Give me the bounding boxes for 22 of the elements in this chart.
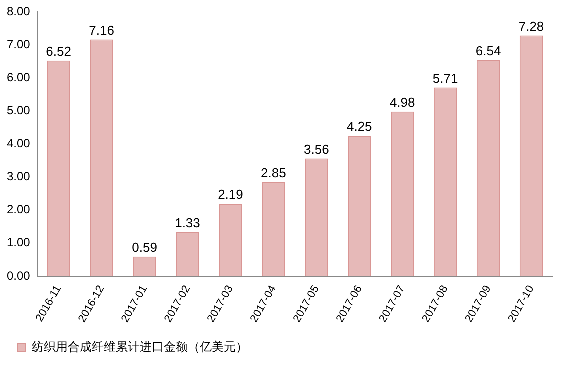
data-label: 5.71 (432, 70, 458, 86)
y-tick-label: 5.00 (6, 103, 31, 118)
data-label: 7.16 (89, 22, 114, 38)
data-label: 3.56 (304, 142, 330, 157)
y-tick-label: 0.00 (6, 268, 31, 283)
data-label: 6.52 (46, 44, 72, 59)
y-tick-label: 3.00 (6, 170, 31, 184)
data-label: 7.28 (518, 18, 544, 34)
legend-label: 纺织用合成纤维累计进口金额（亿美元） (32, 340, 248, 354)
y-tick-label: 2.00 (6, 202, 31, 217)
y-tick-label: 1.00 (6, 236, 31, 250)
data-label: 0.59 (132, 240, 158, 256)
y-tick-label: 8.00 (6, 4, 31, 18)
y-tick-label: 7.00 (6, 37, 31, 52)
data-label: 4.98 (390, 94, 416, 110)
data-label: 2.85 (261, 165, 286, 180)
y-tick-label: 6.00 (6, 70, 31, 84)
data-label: 1.33 (175, 216, 200, 231)
y-tick-label: 4.00 (6, 136, 31, 151)
data-label: 4.25 (346, 119, 372, 134)
data-label: 6.54 (476, 43, 502, 58)
data-label: 2.19 (218, 187, 244, 202)
